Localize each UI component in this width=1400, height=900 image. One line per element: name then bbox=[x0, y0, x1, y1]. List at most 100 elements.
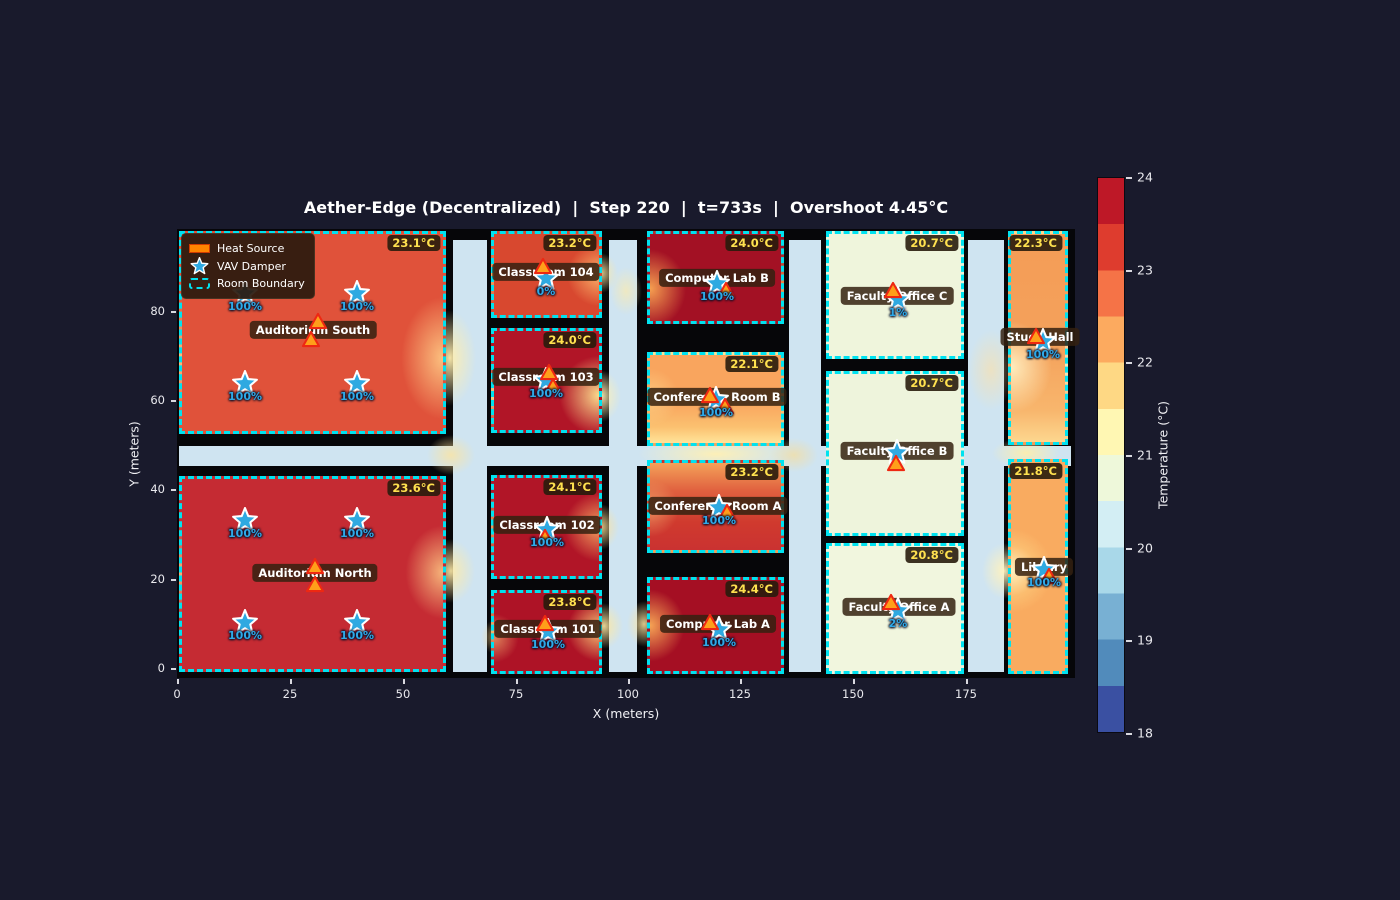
y-tick-mark bbox=[171, 400, 176, 402]
x-tick-label: 100 bbox=[617, 687, 639, 701]
heat-source-icon bbox=[305, 575, 325, 593]
x-tick-mark bbox=[740, 679, 742, 684]
legend-item-vav-damper: VAV Damper bbox=[189, 257, 305, 275]
vav-damper-icon bbox=[344, 506, 371, 533]
heat-source-icon bbox=[700, 386, 720, 404]
vav-damper-opening: 100% bbox=[700, 290, 734, 303]
legend-label: Heat Source bbox=[217, 242, 285, 255]
temp-badge-classroom-101: 23.8°C bbox=[543, 594, 596, 610]
temp-badge-faculty-office-b: 20.7°C bbox=[905, 375, 958, 391]
colorbar-tick-mark bbox=[1126, 455, 1132, 457]
temp-badge-library: 21.8°C bbox=[1009, 463, 1062, 479]
temp-badge-faculty-office-c: 20.7°C bbox=[905, 235, 958, 251]
x-tick-label: 0 bbox=[173, 687, 181, 701]
vav-damper-opening: 100% bbox=[228, 300, 262, 313]
vav-damper-opening: 100% bbox=[340, 300, 374, 313]
vav-damper-icon bbox=[533, 264, 560, 291]
heat-source-icon bbox=[305, 557, 325, 575]
x-tick-mark bbox=[966, 679, 968, 684]
x-tick-mark bbox=[516, 679, 518, 684]
vav-damper-opening: 1% bbox=[888, 306, 908, 319]
vav-damper-icon bbox=[344, 608, 371, 635]
heat-source-icon bbox=[539, 363, 559, 381]
colorbar-tick-label: 21 bbox=[1137, 447, 1153, 463]
legend-item-heat-source: Heat Source bbox=[189, 240, 305, 257]
heat-source-icon bbox=[881, 593, 901, 611]
heat-source-icon bbox=[1026, 327, 1046, 345]
vav-damper-icon bbox=[344, 369, 371, 396]
x-tick-label: 150 bbox=[842, 687, 864, 701]
room-label-auditorium-south: Auditorium South bbox=[249, 320, 377, 340]
vav-damper-opening: 100% bbox=[340, 390, 374, 403]
legend-label: VAV Damper bbox=[217, 259, 286, 273]
colorbar-tick-label: 24 bbox=[1137, 169, 1153, 185]
y-tick-label: 80 bbox=[150, 304, 165, 318]
vav-damper-opening: 100% bbox=[702, 636, 736, 649]
vav-damper-opening: 100% bbox=[228, 390, 262, 403]
vav-damper-icon bbox=[232, 369, 259, 396]
vav-damper-opening: 100% bbox=[531, 638, 565, 651]
heat-source-icon bbox=[886, 454, 906, 472]
heat-source-icon bbox=[543, 377, 563, 395]
legend-label: Room Boundary bbox=[217, 277, 305, 291]
x-tick-mark bbox=[628, 679, 630, 684]
vav-damper-opening: 100% bbox=[1027, 576, 1061, 589]
vav-damper-icon bbox=[189, 257, 210, 275]
temp-badge-conference-room-a: 23.2°C bbox=[725, 464, 778, 480]
temp-badge-conference-room-b: 22.1°C bbox=[725, 356, 778, 372]
room-boundary-icon bbox=[189, 278, 210, 290]
colorbar-tick-label: 22 bbox=[1137, 354, 1153, 370]
x-tick-mark bbox=[853, 679, 855, 684]
vav-damper-opening: 100% bbox=[340, 629, 374, 642]
heat-source-icon bbox=[1039, 567, 1059, 585]
heat-source-icon bbox=[308, 312, 328, 330]
legend: Heat Source VAV Damper Room Boundary bbox=[181, 233, 315, 300]
room-auditorium-north bbox=[179, 476, 446, 672]
colorbar-label: Temperature (°C) bbox=[1155, 401, 1171, 509]
x-tick-label: 175 bbox=[955, 687, 977, 701]
y-axis-label: Y (meters) bbox=[126, 421, 142, 487]
heat-source-icon bbox=[716, 281, 736, 299]
temp-badge-faculty-office-a: 20.8°C bbox=[905, 547, 958, 563]
x-tick-label: 25 bbox=[282, 687, 298, 701]
vav-damper-opening: 100% bbox=[1026, 348, 1060, 361]
x-tick-mark bbox=[403, 679, 405, 684]
vav-damper-opening: 2% bbox=[888, 617, 908, 630]
y-tick-label: 60 bbox=[150, 393, 165, 407]
temp-badge-computer-lab-b: 24.0°C bbox=[725, 235, 778, 251]
vav-damper-opening: 100% bbox=[228, 527, 262, 540]
x-tick-mark bbox=[290, 679, 292, 684]
temp-badge-classroom-102: 24.1°C bbox=[543, 479, 596, 495]
x-tick-label: 125 bbox=[729, 687, 751, 701]
heat-source-icon bbox=[715, 397, 735, 415]
colorbar-tick-label: 18 bbox=[1137, 725, 1153, 741]
y-tick-mark bbox=[171, 579, 176, 581]
heat-source-icon bbox=[700, 613, 720, 631]
temp-badge-classroom-103: 24.0°C bbox=[543, 332, 596, 348]
legend-item-room-boundary: Room Boundary bbox=[189, 275, 305, 292]
colorbar-tick-label: 19 bbox=[1137, 632, 1153, 648]
colorbar-tick-mark bbox=[1126, 733, 1132, 735]
x-tick-label: 50 bbox=[395, 687, 411, 701]
temp-badge-auditorium-south: 23.1°C bbox=[387, 235, 440, 251]
vav-damper-icon bbox=[344, 279, 371, 306]
vav-damper-opening: 100% bbox=[228, 629, 262, 642]
heat-source-icon bbox=[189, 244, 210, 254]
x-tick-label: 75 bbox=[508, 687, 524, 701]
vav-damper-icon bbox=[232, 608, 259, 635]
heat-source-icon bbox=[301, 330, 321, 348]
vav-damper-opening: 100% bbox=[530, 536, 564, 549]
colorbar-tick-mark bbox=[1126, 362, 1132, 364]
colorbar-tick-label: 20 bbox=[1137, 540, 1153, 556]
y-tick-mark bbox=[171, 311, 176, 313]
vav-damper-opening: 100% bbox=[699, 406, 733, 419]
y-tick-label: 40 bbox=[150, 482, 165, 496]
colorbar-tick-mark bbox=[1126, 177, 1132, 179]
heat-source-icon bbox=[535, 528, 555, 546]
vav-damper-opening: 100% bbox=[529, 387, 563, 400]
heat-source-icon bbox=[717, 503, 737, 521]
colorbar-tick-mark bbox=[1126, 270, 1132, 272]
temp-badge-computer-lab-a: 24.4°C bbox=[725, 581, 778, 597]
temp-badge-classroom-104: 23.2°C bbox=[543, 235, 596, 251]
